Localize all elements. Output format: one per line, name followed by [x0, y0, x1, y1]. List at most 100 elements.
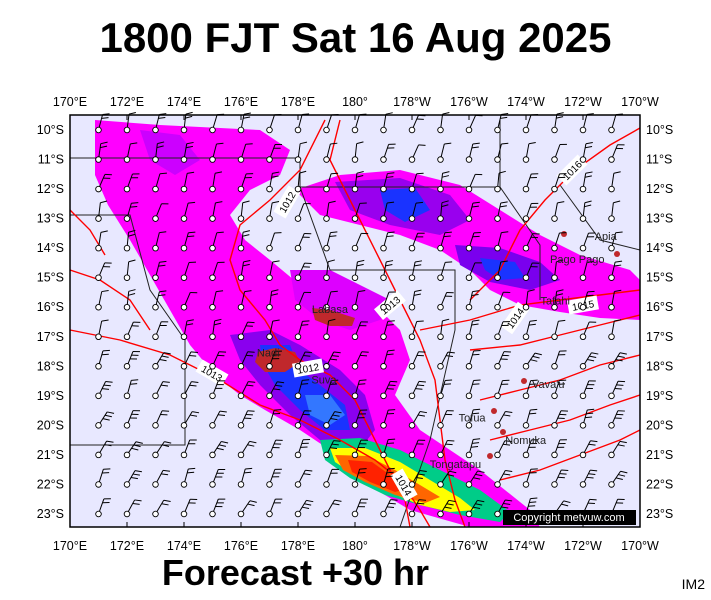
wind-barb-flag	[473, 477, 481, 480]
wind-barb-station	[408, 363, 416, 370]
wind-barb-station	[608, 422, 615, 429]
wind-barb-station	[152, 244, 159, 252]
wind-barb-station	[608, 363, 615, 370]
wind-barb-flag	[473, 408, 481, 411]
wind-barb-station	[608, 156, 615, 163]
wind-barb-flag	[386, 176, 394, 178]
wind-barb-flag	[187, 235, 195, 238]
wind-barb-flag	[189, 355, 197, 357]
wind-barb-station	[294, 244, 302, 252]
wind-barb-flag	[162, 381, 170, 383]
wind-barb-station	[608, 303, 615, 311]
wind-barb-flag	[556, 259, 564, 263]
wind-barb-flag	[471, 205, 479, 208]
wind-barb-station	[608, 481, 615, 488]
wind-barb-flag	[529, 501, 537, 503]
wind-barb-layer	[95, 111, 628, 518]
wind-barb-station	[608, 244, 615, 252]
wind-barb-station	[380, 185, 387, 193]
wind-barb-station	[237, 510, 245, 518]
wind-barb-flag	[473, 438, 481, 440]
wind-barb-flag	[475, 473, 483, 477]
wind-barb-flag	[414, 264, 422, 267]
wind-barb-station	[323, 126, 330, 134]
wind-barb-flag	[104, 444, 112, 447]
wind-barb-flag	[528, 505, 536, 507]
wind-barb-flag	[501, 506, 509, 509]
wind-barb-station	[437, 185, 444, 193]
wind-barb-flag	[390, 380, 398, 383]
land-layer	[255, 231, 620, 459]
wind-barb-flag	[386, 506, 395, 508]
wind-barb-station	[152, 392, 159, 400]
wind-barb-flag	[415, 476, 423, 479]
wind-barb-station	[123, 156, 131, 163]
wind-barb-flag	[414, 260, 423, 263]
isobar-1012	[229, 119, 411, 528]
wind-barb-flag	[530, 359, 538, 362]
wind-barb-station	[465, 510, 473, 518]
wind-barb-station	[209, 481, 216, 488]
wind-barb-station	[351, 481, 359, 488]
wind-barb-flag	[214, 171, 223, 174]
wind-barb-flag	[556, 112, 564, 115]
wind-barb-station	[608, 392, 615, 400]
wind-barb-flag	[386, 324, 394, 326]
wind-barb-flag	[585, 171, 593, 174]
wind-barb-station	[608, 215, 615, 222]
wind-barb-flag	[442, 112, 450, 115]
wind-barb-flag	[419, 499, 427, 501]
wind-barb-flag	[502, 443, 511, 446]
wind-barb-flag	[386, 235, 394, 238]
wind-barb-flag	[305, 469, 313, 472]
wind-barb-station	[579, 363, 587, 370]
wind-barb-station	[323, 451, 330, 459]
wind-barb-flag	[503, 414, 511, 417]
wind-barb-station	[123, 215, 131, 222]
wind-barb-station	[209, 303, 216, 311]
wind-barb-flag	[589, 355, 597, 358]
wind-barb-flag	[158, 117, 166, 119]
wind-barb-flag	[134, 470, 142, 473]
wind-barb-flag	[500, 260, 508, 263]
wind-barb-flag	[618, 474, 626, 477]
wind-barb-flag	[614, 264, 622, 267]
lat-label-right: 23°S	[646, 507, 673, 521]
wind-barb-station	[351, 303, 359, 311]
wind-barb-flag	[330, 142, 338, 145]
wind-barb-flag	[132, 502, 140, 505]
wind-barb-flag	[217, 414, 226, 417]
wind-barb-station	[437, 156, 444, 163]
wind-barb-flag	[445, 443, 453, 446]
wind-barb-station	[123, 510, 131, 518]
wind-barb-station	[180, 274, 188, 281]
wind-barb-flag	[162, 469, 171, 472]
place-label: Tofua	[459, 412, 487, 424]
wind-barb-flag	[418, 380, 426, 383]
wind-barb-flag	[588, 473, 596, 475]
wind-barb-station	[494, 274, 501, 281]
lon-label-bottom: 170°E	[53, 539, 87, 553]
wind-barb-flag	[413, 293, 421, 296]
lat-label-left: 15°S	[37, 271, 64, 285]
wind-barb-station	[237, 303, 245, 311]
wind-barb-station	[266, 185, 273, 193]
wind-barb-station	[437, 392, 444, 400]
wind-barb-flag	[249, 440, 257, 444]
lat-label-right: 22°S	[646, 477, 673, 491]
wind-barb-station	[323, 481, 330, 488]
wind-barb-station	[494, 510, 501, 518]
wind-barb-station	[323, 185, 330, 193]
wind-barb-station	[522, 274, 530, 281]
wind-barb-flag	[187, 471, 195, 474]
wind-barb-flag	[472, 290, 480, 293]
wind-barb-station	[266, 303, 273, 311]
wind-barb-station	[237, 451, 245, 459]
wind-barb-flag	[131, 202, 139, 204]
wind-barb-station	[323, 244, 330, 252]
wind-barb-station	[209, 244, 216, 252]
wind-barb-station	[95, 185, 102, 193]
wind-barb-station	[266, 274, 273, 281]
lon-label-bottom: 174°W	[507, 539, 545, 553]
wind-barb-station	[152, 363, 159, 370]
